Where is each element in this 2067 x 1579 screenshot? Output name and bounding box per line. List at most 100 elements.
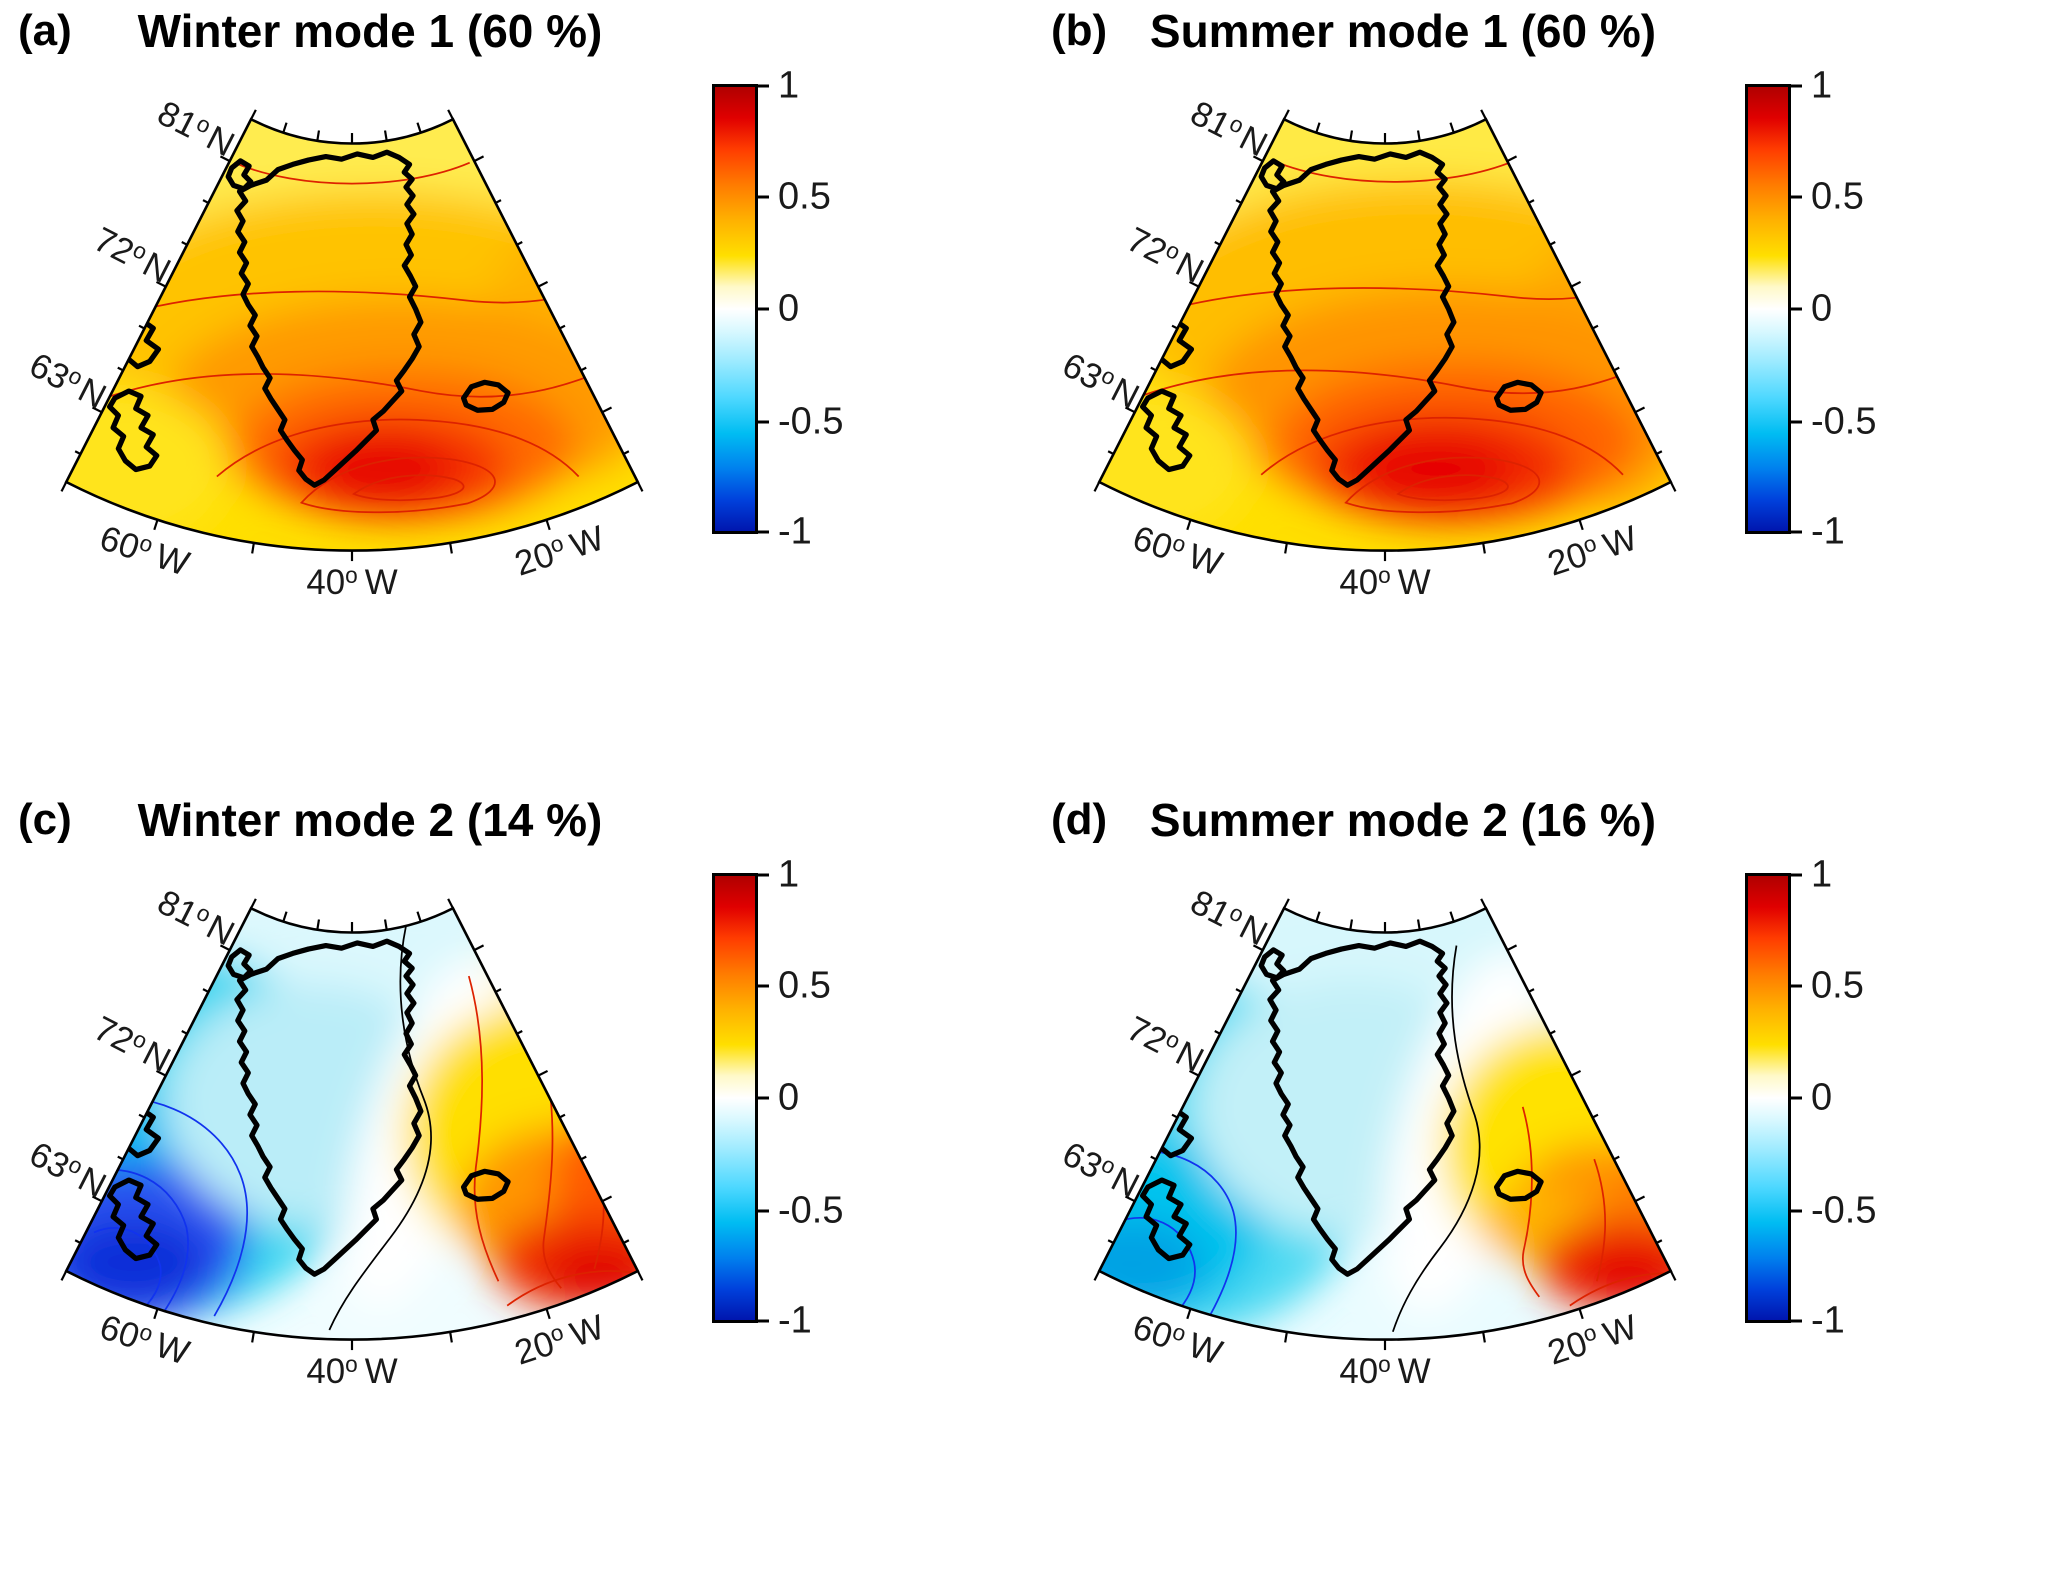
colorbar-tick (758, 1209, 769, 1212)
colorbar-tick-label: 0.5 (1811, 175, 1864, 217)
lat-label-72n: 72oN (88, 1008, 178, 1080)
colorbar-tick (758, 307, 769, 311)
field-blob (314, 436, 454, 503)
contour-lines (81, 161, 625, 514)
colorbar-tick-label: -1 (1811, 1299, 1845, 1342)
colorbar-tick (1791, 195, 1802, 198)
lat-label-81n: 81oN (1184, 92, 1274, 164)
contour-line (81, 360, 623, 408)
lat-label-72n: 72oN (88, 219, 178, 291)
colorbar-tick-label: 0 (778, 1076, 800, 1119)
colorbar-tick (758, 530, 769, 534)
colorbar: 1 0.5 0 -0.5 -1 (1745, 854, 1915, 1342)
lat-label-72n: 72oN (1121, 219, 1211, 291)
colorbar-tick-label: -0.5 (1811, 400, 1877, 442)
colorbar-tick (758, 420, 769, 423)
contour-line (1344, 456, 1541, 514)
colorbar-tick (1791, 1096, 1802, 1100)
colorbar-tick-label: 0.5 (778, 175, 831, 217)
colorbar-tick (758, 873, 769, 877)
colorbar-tick-label: 0 (1811, 287, 1833, 330)
colorbar-tick-label: 1 (778, 853, 800, 896)
colorbar-tick (1791, 984, 1802, 987)
lon-label-40w: 40o W (306, 1351, 397, 1391)
colorbar-tick (1791, 84, 1802, 88)
map-panel-a: 81oN 72oN 63oN 60oW 40o W 20oW (23, 92, 644, 602)
colorbar-tick-label: 0.5 (778, 964, 831, 1006)
colorbar-tick-label: -1 (778, 510, 812, 553)
contour-line (1121, 357, 1660, 405)
colorbar-tick-label: 0 (1811, 1076, 1833, 1119)
lon-label-40w: 40o W (1339, 562, 1430, 602)
contour-line (1521, 1106, 1541, 1298)
contour-line (216, 418, 580, 478)
colorbar-tick-label: -1 (778, 1299, 812, 1342)
color-bar-tick (1791, 420, 1802, 423)
colorbar-gradient (712, 873, 758, 1323)
colorbar-gradient (1745, 873, 1791, 1323)
colorbar-tick (758, 984, 769, 987)
panel-title: Summer mode 1 (60 %) (1149, 5, 1657, 57)
colorbar-tick (1791, 530, 1802, 534)
lat-label-63n: 63oN (23, 1133, 113, 1205)
field-blob (1099, 384, 1253, 545)
contour-line (1260, 416, 1624, 476)
panel-c: (c) Winter mode 2 (14 %) (0, 789, 1033, 1579)
lat-label-63n: 63oN (1056, 344, 1146, 416)
lat-label-81n: 81oN (151, 92, 241, 164)
contour-line (1273, 160, 1515, 183)
colorbar-tick-label: 0 (778, 287, 800, 330)
map-panel-b: 81oN 72oN 63oN 60oW 40o W 20oW (1056, 92, 1677, 602)
panel-d: (d) Summer mode 2 (16 %) (1033, 789, 2067, 1579)
colorbar: 1 0.5 0 -0.5 -1 (712, 65, 882, 553)
contour-line (1593, 1158, 1606, 1282)
colorbar-tick-label: 1 (778, 64, 800, 107)
panel-title: Winter mode 1 (60 %) (137, 5, 603, 57)
panel-b: (b) Summer mode 1 (60 %) (1033, 0, 2067, 789)
colorbar: 1 0.5 0 -0.5 -1 (1745, 65, 1915, 553)
contour-line (506, 1270, 633, 1307)
colorbar-tick-label: 1 (1811, 64, 1833, 107)
colorbar-gradient (712, 84, 758, 534)
colorbar-gradient (1745, 84, 1791, 534)
field-blob (66, 383, 230, 549)
map-panel-c: 81oN 72oN 63oN 60oW 40o W 20oW (23, 881, 644, 1391)
colorbar-tick (758, 1319, 769, 1323)
colorbar-tick-label: -0.5 (778, 400, 844, 442)
panel-letter: (b) (1051, 6, 1108, 55)
colorbar-tick (1791, 307, 1802, 311)
panel-letter: (d) (1051, 795, 1108, 844)
field-blob (1099, 1218, 1207, 1310)
field-blob (66, 1218, 209, 1306)
lat-label-72n: 72oN (1121, 1008, 1211, 1080)
contour-line (351, 474, 465, 502)
colorbar: 1 0.5 0 -0.5 -1 (712, 854, 882, 1342)
lat-label-63n: 63oN (1056, 1133, 1146, 1205)
colorbar-tick (758, 1096, 769, 1100)
lat-label-81n: 81oN (1184, 881, 1274, 953)
colorbar-tick-label: 0.5 (1811, 964, 1864, 1006)
map-panel-d: 81oN 72oN 63oN 60oW 40o W 20oW (1056, 881, 1677, 1391)
colorbar-tick (1791, 1209, 1802, 1212)
lat-label-63n: 63oN (23, 344, 113, 416)
contour-line-zero (328, 925, 432, 1331)
colorbar-tick (1791, 1319, 1802, 1323)
panel-letter: (a) (18, 6, 72, 55)
lon-label-40w: 40o W (1339, 1351, 1430, 1391)
map-field (1099, 908, 1671, 1340)
lon-label-40w: 40o W (306, 562, 397, 602)
panel-a: (a) Winter mode 1 (60 %) (0, 0, 1033, 789)
contour-line-zero (1392, 945, 1481, 1333)
colorbar-tick-label: -0.5 (778, 1189, 844, 1231)
contour-line (299, 456, 496, 514)
lat-label-81n: 81oN (151, 881, 241, 953)
panel-title: Summer mode 2 (16 %) (1149, 794, 1657, 846)
contour-line (93, 1227, 162, 1317)
colorbar-tick (758, 195, 769, 198)
panel-letter: (c) (18, 795, 72, 844)
field-blobs (66, 908, 638, 1325)
field-blob (1358, 434, 1513, 505)
field-blobs (1099, 119, 1671, 545)
colorbar-tick (758, 84, 769, 88)
